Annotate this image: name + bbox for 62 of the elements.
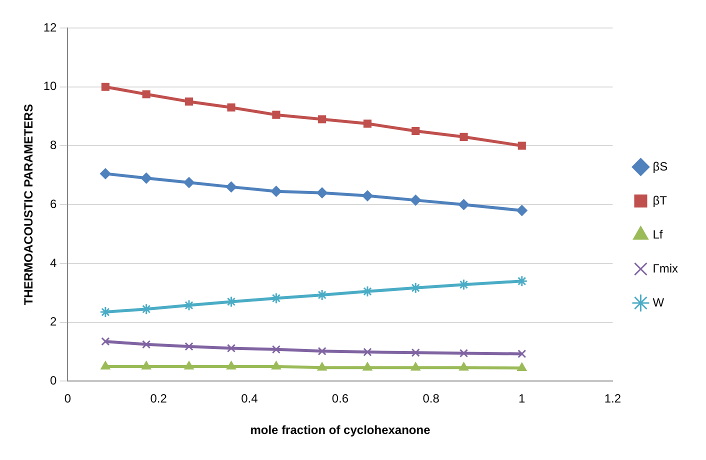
point: [363, 348, 372, 356]
point: [459, 348, 468, 358]
point: [460, 132, 468, 141]
point: [100, 360, 110, 370]
point: [412, 126, 420, 136]
point: [516, 204, 528, 216]
y-tick-label: 4: [50, 256, 58, 270]
point: [227, 103, 236, 112]
y-tick-label: 12: [43, 20, 58, 34]
point: [140, 172, 152, 184]
y-tick-label: 2: [50, 314, 58, 329]
point: [272, 110, 280, 119]
point: [458, 199, 470, 210]
point: [271, 360, 282, 370]
point: [517, 362, 527, 371]
point: [184, 98, 194, 106]
y-tick-label: 0: [50, 374, 58, 388]
x-tick-label: 0.8: [422, 392, 440, 406]
point: [226, 360, 236, 370]
point: [270, 186, 282, 197]
point: [318, 115, 326, 124]
point: [518, 350, 526, 358]
point: [362, 362, 372, 371]
x-tick-label: 1.2: [604, 392, 622, 406]
legend-label: βS: [652, 159, 668, 174]
point: [141, 360, 152, 370]
x-tick-label: 0.2: [150, 392, 168, 406]
point: [142, 90, 150, 98]
point: [142, 340, 151, 349]
point: [226, 344, 236, 353]
point: [317, 362, 327, 371]
point: [518, 142, 526, 150]
y-tick-label: 6: [50, 196, 58, 211]
point: [272, 345, 280, 354]
point: [363, 120, 372, 128]
point: [410, 194, 422, 206]
y-axis-title: THERMOACOUSTIC PARAMETERS: [22, 104, 36, 306]
x-tick-label: 0.6: [332, 392, 349, 406]
point: [101, 337, 110, 346]
point: [184, 342, 194, 351]
legend-label: Lf: [652, 227, 664, 242]
point: [101, 82, 110, 91]
point: [184, 177, 195, 188]
x-tick-label: 1: [518, 392, 526, 406]
x-axis-title: mole fraction of cyclohexanone: [250, 423, 431, 438]
point: [316, 187, 328, 198]
legend-label: βT: [652, 193, 668, 208]
x-tick-label: 0.4: [241, 392, 258, 406]
point: [516, 275, 528, 287]
point: [226, 181, 237, 192]
y-tick-label: 10: [43, 79, 58, 94]
point: [458, 362, 469, 371]
point: [318, 346, 326, 356]
point: [410, 362, 420, 371]
legend-label: W: [652, 295, 665, 310]
point: [362, 190, 373, 202]
x-tick-label: 0: [64, 392, 72, 406]
point: [184, 360, 194, 370]
point: [100, 168, 111, 180]
point: [411, 348, 420, 357]
legend-label: Γmix: [652, 261, 678, 276]
y-tick-label: 8: [50, 138, 58, 152]
